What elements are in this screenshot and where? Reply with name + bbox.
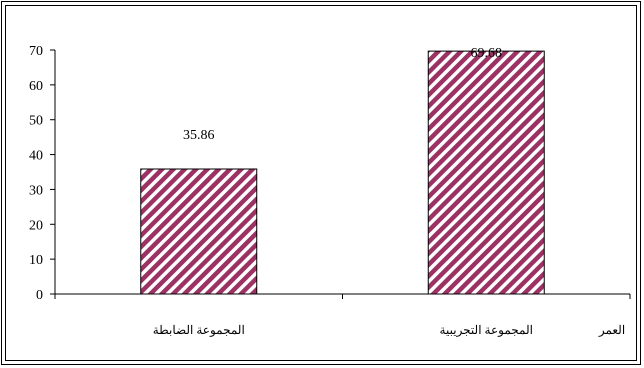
labels: 35.86 المجموعة الضابطة 69.68 المجموعة التجر… xyxy=(153,46,625,337)
bar-2 xyxy=(427,50,545,295)
y-tick-label: 60 xyxy=(29,79,43,94)
category-label-1: المجموعة الضابطة xyxy=(153,323,245,337)
data-label-1: 35.86 xyxy=(183,128,215,143)
bars xyxy=(140,50,545,295)
chart-frame-inner xyxy=(5,5,637,361)
y-tick-label: 0 xyxy=(36,288,43,303)
data-label-2: 69.68 xyxy=(471,46,503,61)
y-tick-label: 30 xyxy=(29,183,43,198)
category-label-2: المجموعة التجريبية xyxy=(440,323,533,337)
y-tick-label: 20 xyxy=(29,218,43,233)
axis-extra-label: العمر xyxy=(598,323,625,337)
bar-1 xyxy=(140,168,258,295)
y-tick-label: 50 xyxy=(29,114,43,129)
y-tick-label: 70 xyxy=(29,44,43,59)
y-tick-label: 10 xyxy=(29,253,43,268)
y-tick-label: 40 xyxy=(29,149,43,164)
